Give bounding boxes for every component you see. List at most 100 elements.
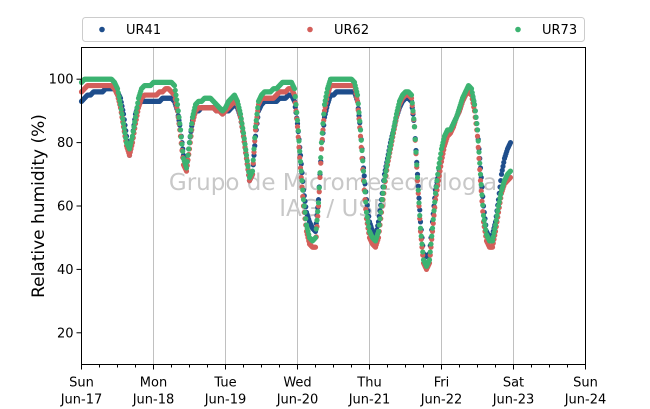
data-point: [391, 123, 397, 129]
data-point: [494, 212, 500, 219]
data-point: [390, 131, 396, 137]
data-point: [483, 227, 489, 233]
data-point: [388, 139, 394, 145]
data-point: [479, 192, 485, 198]
data-point: [380, 190, 386, 196]
x-tick-day: Sat: [503, 376, 524, 391]
data-point: [411, 116, 417, 122]
data-point: [381, 178, 388, 184]
data-point: [376, 222, 382, 228]
data-point: [418, 233, 424, 239]
data-point: [320, 120, 326, 127]
data-point: [184, 159, 190, 165]
data-point: [507, 140, 514, 146]
data-point: [293, 101, 299, 108]
data-point: [497, 195, 503, 201]
data-point: [318, 140, 325, 146]
data-point: [250, 157, 256, 163]
data-point: [364, 214, 370, 220]
data-point: [435, 171, 441, 177]
data-point: [420, 249, 426, 255]
data-point: [186, 140, 193, 146]
data-point: [323, 94, 329, 100]
data-point: [492, 222, 499, 228]
data-point: [254, 111, 260, 117]
data-point: [408, 92, 415, 98]
data-point: [474, 127, 481, 133]
x-tick-day: Thu: [356, 376, 381, 391]
data-point: [316, 189, 322, 195]
data-point: [432, 199, 438, 205]
x-tick-date: Jun-17: [60, 393, 103, 408]
data-point: [477, 160, 483, 166]
data-point: [117, 98, 123, 104]
data-point: [171, 82, 178, 89]
data-point: [312, 244, 319, 250]
data-point: [253, 117, 259, 124]
data-point: [429, 225, 436, 231]
data-point: [495, 203, 502, 209]
data-point: [507, 168, 514, 174]
data-point: [355, 101, 361, 107]
x-tick-date: Jun-22: [420, 393, 463, 408]
data-point: [379, 197, 385, 203]
data-point: [291, 86, 298, 92]
data-point: [362, 189, 368, 195]
y-tick-label: 40: [57, 263, 74, 278]
data-point: [135, 100, 141, 106]
data-point: [315, 213, 321, 219]
x-tick-day: Mon: [140, 376, 167, 391]
data-point: [492, 226, 498, 232]
vertical-grid: [153, 47, 514, 365]
data-point: [468, 86, 475, 92]
y-axis-title: Relative humidity (%): [29, 114, 49, 298]
data-point: [189, 120, 195, 127]
data-point: [490, 234, 496, 240]
x-tick-date: Jun-24: [564, 393, 607, 408]
data-point: [414, 174, 421, 181]
data-point: [363, 209, 370, 215]
data-point: [361, 178, 367, 185]
x-tick-date: Jun-23: [492, 393, 535, 408]
data-point: [297, 155, 303, 161]
data-point: [188, 127, 194, 133]
data-point: [389, 135, 395, 141]
data-point: [322, 98, 328, 104]
data-point: [237, 111, 244, 117]
data-point: [489, 238, 496, 244]
data-point: [417, 207, 423, 213]
data-point: [417, 212, 423, 219]
data-point: [120, 116, 126, 122]
data-point: [384, 159, 391, 165]
data-point: [133, 109, 139, 116]
data-point: [295, 134, 301, 140]
data-point: [294, 109, 300, 116]
legend-marker-ur73: [515, 26, 521, 33]
data-point: [177, 120, 183, 127]
data-point: [409, 100, 415, 106]
data-point: [299, 178, 305, 184]
data-point: [480, 212, 487, 219]
data-point: [381, 184, 387, 190]
data-point: [123, 135, 129, 141]
data-point: [249, 168, 256, 174]
data-point: [436, 160, 442, 166]
data-point: [477, 178, 484, 184]
data-point: [475, 144, 481, 150]
x-tick-date: Jun-18: [132, 393, 175, 408]
data-point: [438, 151, 444, 157]
data-point: [491, 230, 497, 236]
data-point: [489, 244, 496, 250]
data-point: [132, 114, 139, 120]
legend-marker-ur62: [307, 26, 313, 33]
data-point: [426, 257, 433, 263]
data-point: [477, 166, 483, 173]
data-point: [318, 146, 325, 152]
data-point: [175, 108, 181, 114]
data-point: [117, 101, 124, 108]
data-point: [430, 216, 436, 223]
data-point: [482, 222, 488, 228]
x-tick-date: Jun-19: [204, 393, 247, 408]
data-point: [479, 198, 485, 204]
